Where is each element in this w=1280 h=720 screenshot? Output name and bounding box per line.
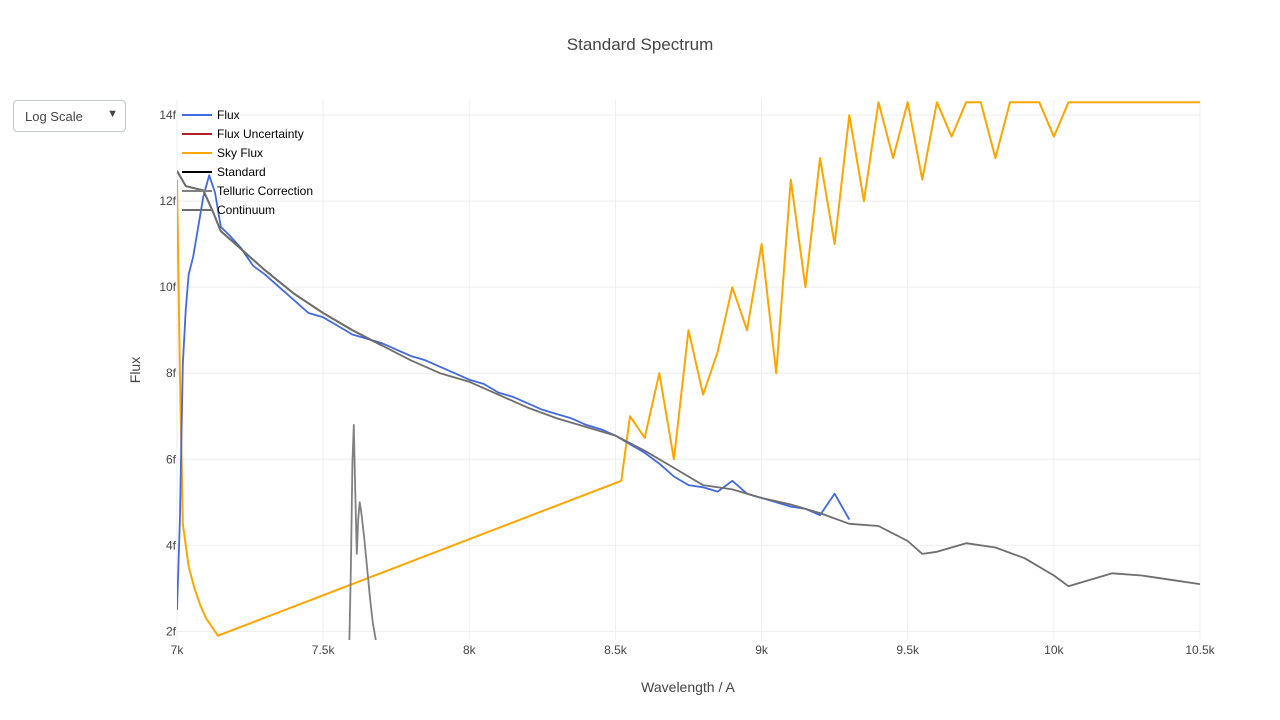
chart-title: Standard Spectrum xyxy=(567,35,713,54)
x-tick-label-4: 9k xyxy=(755,643,769,657)
x-tick-label-7: 10.5k xyxy=(1185,643,1215,657)
x-tick-label-6: 10k xyxy=(1044,643,1064,657)
series-line-flux xyxy=(177,174,851,610)
x-tick-label-5: 9.5k xyxy=(896,643,920,657)
legend-item-2[interactable]: Sky Flux xyxy=(217,146,263,160)
y-axis-title: Flux xyxy=(127,357,143,383)
x-tick-label-2: 8k xyxy=(463,643,477,657)
series-layer xyxy=(177,101,1200,640)
y-tick-label-4: 10f xyxy=(159,280,176,294)
y-tick-label-6: 14f xyxy=(159,108,176,122)
series-line-continuum xyxy=(177,170,1200,588)
x-tick-label-0: 7k xyxy=(171,643,185,657)
tick-labels: 7k 7.5k 8k 8.5k 9k 9.5k 10k 10.5k 2f 4f 6f 8f 10f 12f… xyxy=(159,108,1215,657)
y-tick-label-2: 6f xyxy=(166,452,177,466)
y-tick-label-3: 8f xyxy=(166,366,177,380)
legend-item-1[interactable]: Flux Uncertainty xyxy=(217,127,304,141)
y-tick-label-1: 4f xyxy=(166,538,177,552)
legend-item-0[interactable]: Flux xyxy=(217,108,240,122)
legend[interactable]: Flux Flux Uncertainty Sky Flux Standard Tell… xyxy=(182,108,313,217)
y-tick-label-5: 12f xyxy=(159,194,176,208)
chevron-down-icon: ▼ xyxy=(107,108,118,120)
x-axis-title: Wavelength / A xyxy=(641,679,735,695)
series-line-telluric-correction xyxy=(348,423,377,640)
legend-item-5[interactable]: Continuum xyxy=(217,203,275,217)
x-tick-label-1: 7.5k xyxy=(312,643,336,657)
grid-lines xyxy=(176,100,1201,640)
x-tick-label-3: 8.5k xyxy=(604,643,628,657)
scale-dropdown[interactable]: Log Scale ▼ xyxy=(13,100,126,132)
legend-item-4[interactable]: Telluric Correction xyxy=(217,184,313,198)
legend-item-3[interactable]: Standard xyxy=(217,165,266,179)
scale-dropdown-label: Log Scale xyxy=(25,109,83,124)
series-line-sky-flux xyxy=(177,101,1200,637)
y-tick-label-0: 2f xyxy=(166,624,177,638)
